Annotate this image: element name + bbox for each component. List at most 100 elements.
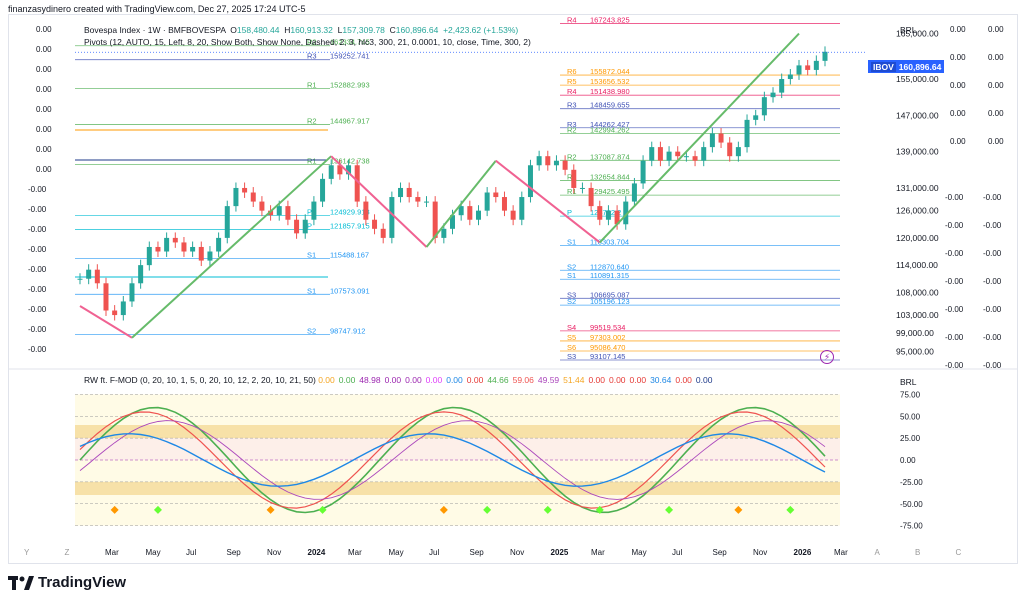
candle-body	[813, 60, 819, 70]
osc-value: 0.00	[695, 375, 713, 385]
price-badge-symbol: IBOV	[871, 61, 896, 72]
candle-body	[172, 237, 178, 243]
osc-mid-band	[75, 438, 840, 460]
osc-upper-band	[75, 425, 840, 439]
right-axis-label-a: -0.00	[945, 333, 964, 342]
osc-purple-line	[79, 420, 826, 500]
candle-body	[527, 165, 533, 198]
candle-body	[779, 79, 785, 93]
zigzag-line	[599, 32, 800, 244]
time-axis-tick: Z	[65, 548, 70, 557]
osc-axis-tick: 75.00	[900, 390, 921, 399]
time-axis-tick: May	[632, 548, 647, 557]
candle-body	[614, 210, 620, 225]
time-axis-tick: Mar	[348, 548, 362, 557]
left-axis-label: 0.00	[36, 165, 52, 174]
osc-axis-tick: -50.00	[900, 500, 923, 509]
time-axis-tick: 2026	[794, 548, 812, 557]
pivot-value-label: 162334.745	[330, 38, 370, 47]
pivot-value-label: 121857.915	[330, 221, 370, 230]
candle-body	[146, 246, 152, 266]
price-axis-tick: 103,000.00	[896, 310, 939, 320]
candle-body	[155, 246, 161, 252]
osc-value: 49.59	[537, 375, 560, 385]
candle-body	[216, 237, 222, 252]
candle-body	[761, 97, 767, 116]
high-label: H	[284, 25, 291, 35]
osc-value: 48.98	[359, 375, 381, 385]
osc-value: 0.00	[466, 375, 484, 385]
candle-body	[536, 156, 542, 166]
candle-body	[354, 165, 360, 202]
left-axis-label: 0.00	[36, 145, 52, 154]
pivot-value-label: 124929.918	[330, 208, 370, 217]
high-value: 160,913.32	[290, 25, 333, 35]
lightning-icon[interactable]: ⚡	[820, 350, 834, 364]
candle-body	[415, 197, 421, 202]
osc-value: 59.06	[512, 375, 534, 385]
right-axis-label-b: -0.00	[983, 277, 1002, 286]
zigzag-line	[131, 155, 332, 339]
candle-body	[493, 192, 499, 198]
candle-body	[337, 165, 343, 175]
candle-body	[250, 192, 256, 202]
pivot-level-label: R2	[307, 117, 317, 126]
candle-body	[805, 65, 811, 70]
right-axis-label-a: -0.00	[945, 249, 964, 258]
candle-body	[822, 51, 828, 61]
candle-body	[484, 192, 490, 211]
osc-lower-band	[75, 481, 840, 495]
pivot-level-label: R3	[567, 120, 577, 129]
close-label: C	[389, 25, 396, 35]
time-axis-tick: Mar	[105, 548, 119, 557]
time-axis-tick: Nov	[267, 548, 281, 557]
price-axis-tick: 139,000.00	[896, 147, 939, 157]
candle-body	[94, 269, 100, 284]
candle-body	[519, 197, 525, 220]
pivot-level-label: S2	[567, 297, 576, 306]
price-axis-tick: 108,000.00	[896, 287, 939, 297]
pivots-legend[interactable]: Pivots (12, AUTO, 15, Left, 8, 20, Show …	[84, 37, 531, 47]
right-axis-label-b: -0.00	[983, 333, 1002, 342]
pivot-value-label: 124792.2	[590, 208, 621, 217]
candle-body	[605, 210, 611, 220]
candle-body	[207, 251, 213, 261]
symbol-name[interactable]: Bovespa Index · 1W · BMFBOVESPA	[84, 25, 226, 35]
candle-body	[328, 165, 334, 179]
candle-body	[553, 160, 559, 166]
left-axis-label: -0.00	[28, 205, 47, 214]
last-price-badge: IBOV 160,896.64	[868, 60, 945, 73]
time-axis-tick: May	[389, 548, 404, 557]
candle-body	[129, 283, 135, 302]
zigzag-line	[79, 305, 133, 339]
currency-label-top[interactable]: BRL	[900, 25, 917, 35]
price-axis-tick: 131,000.00	[896, 183, 939, 193]
change-value: +2,423.62 (+1.53%)	[443, 25, 519, 35]
currency-label-bottom[interactable]: BRL	[900, 377, 917, 387]
candle-body	[398, 187, 404, 198]
close-value: 160,896.64	[395, 25, 439, 35]
open-label: O	[230, 25, 237, 35]
time-axis-tick: Jul	[429, 548, 439, 557]
osc-value: 0.00	[588, 375, 605, 385]
osc-blue-line	[79, 433, 826, 487]
right-axis-label-a: -0.00	[945, 277, 964, 286]
candle-body	[346, 165, 352, 175]
zigzag-line	[495, 159, 601, 244]
candle-body	[744, 119, 750, 148]
candle-body	[588, 187, 594, 207]
left-axis-label: 0.00	[36, 45, 52, 54]
osc-value: 0.00	[338, 375, 356, 385]
candle-body	[666, 151, 672, 161]
time-axis-tick: Nov	[753, 548, 767, 557]
candle-body	[640, 160, 646, 184]
tradingview-logo: TradingView	[8, 574, 126, 591]
pivot-level-label: R1	[307, 157, 317, 166]
pivot-value-label: 137087.874	[590, 152, 630, 161]
pivot-value-label: 151438.980	[590, 87, 630, 96]
right-axis-label-b: -0.00	[983, 361, 1002, 370]
left-axis-label: 0.00	[36, 85, 52, 94]
pivot-level-label: P	[307, 208, 312, 217]
oscillator-legend[interactable]: RW ft. F-MOD (0, 20, 10, 1, 5, 0, 20, 10…	[84, 375, 716, 385]
